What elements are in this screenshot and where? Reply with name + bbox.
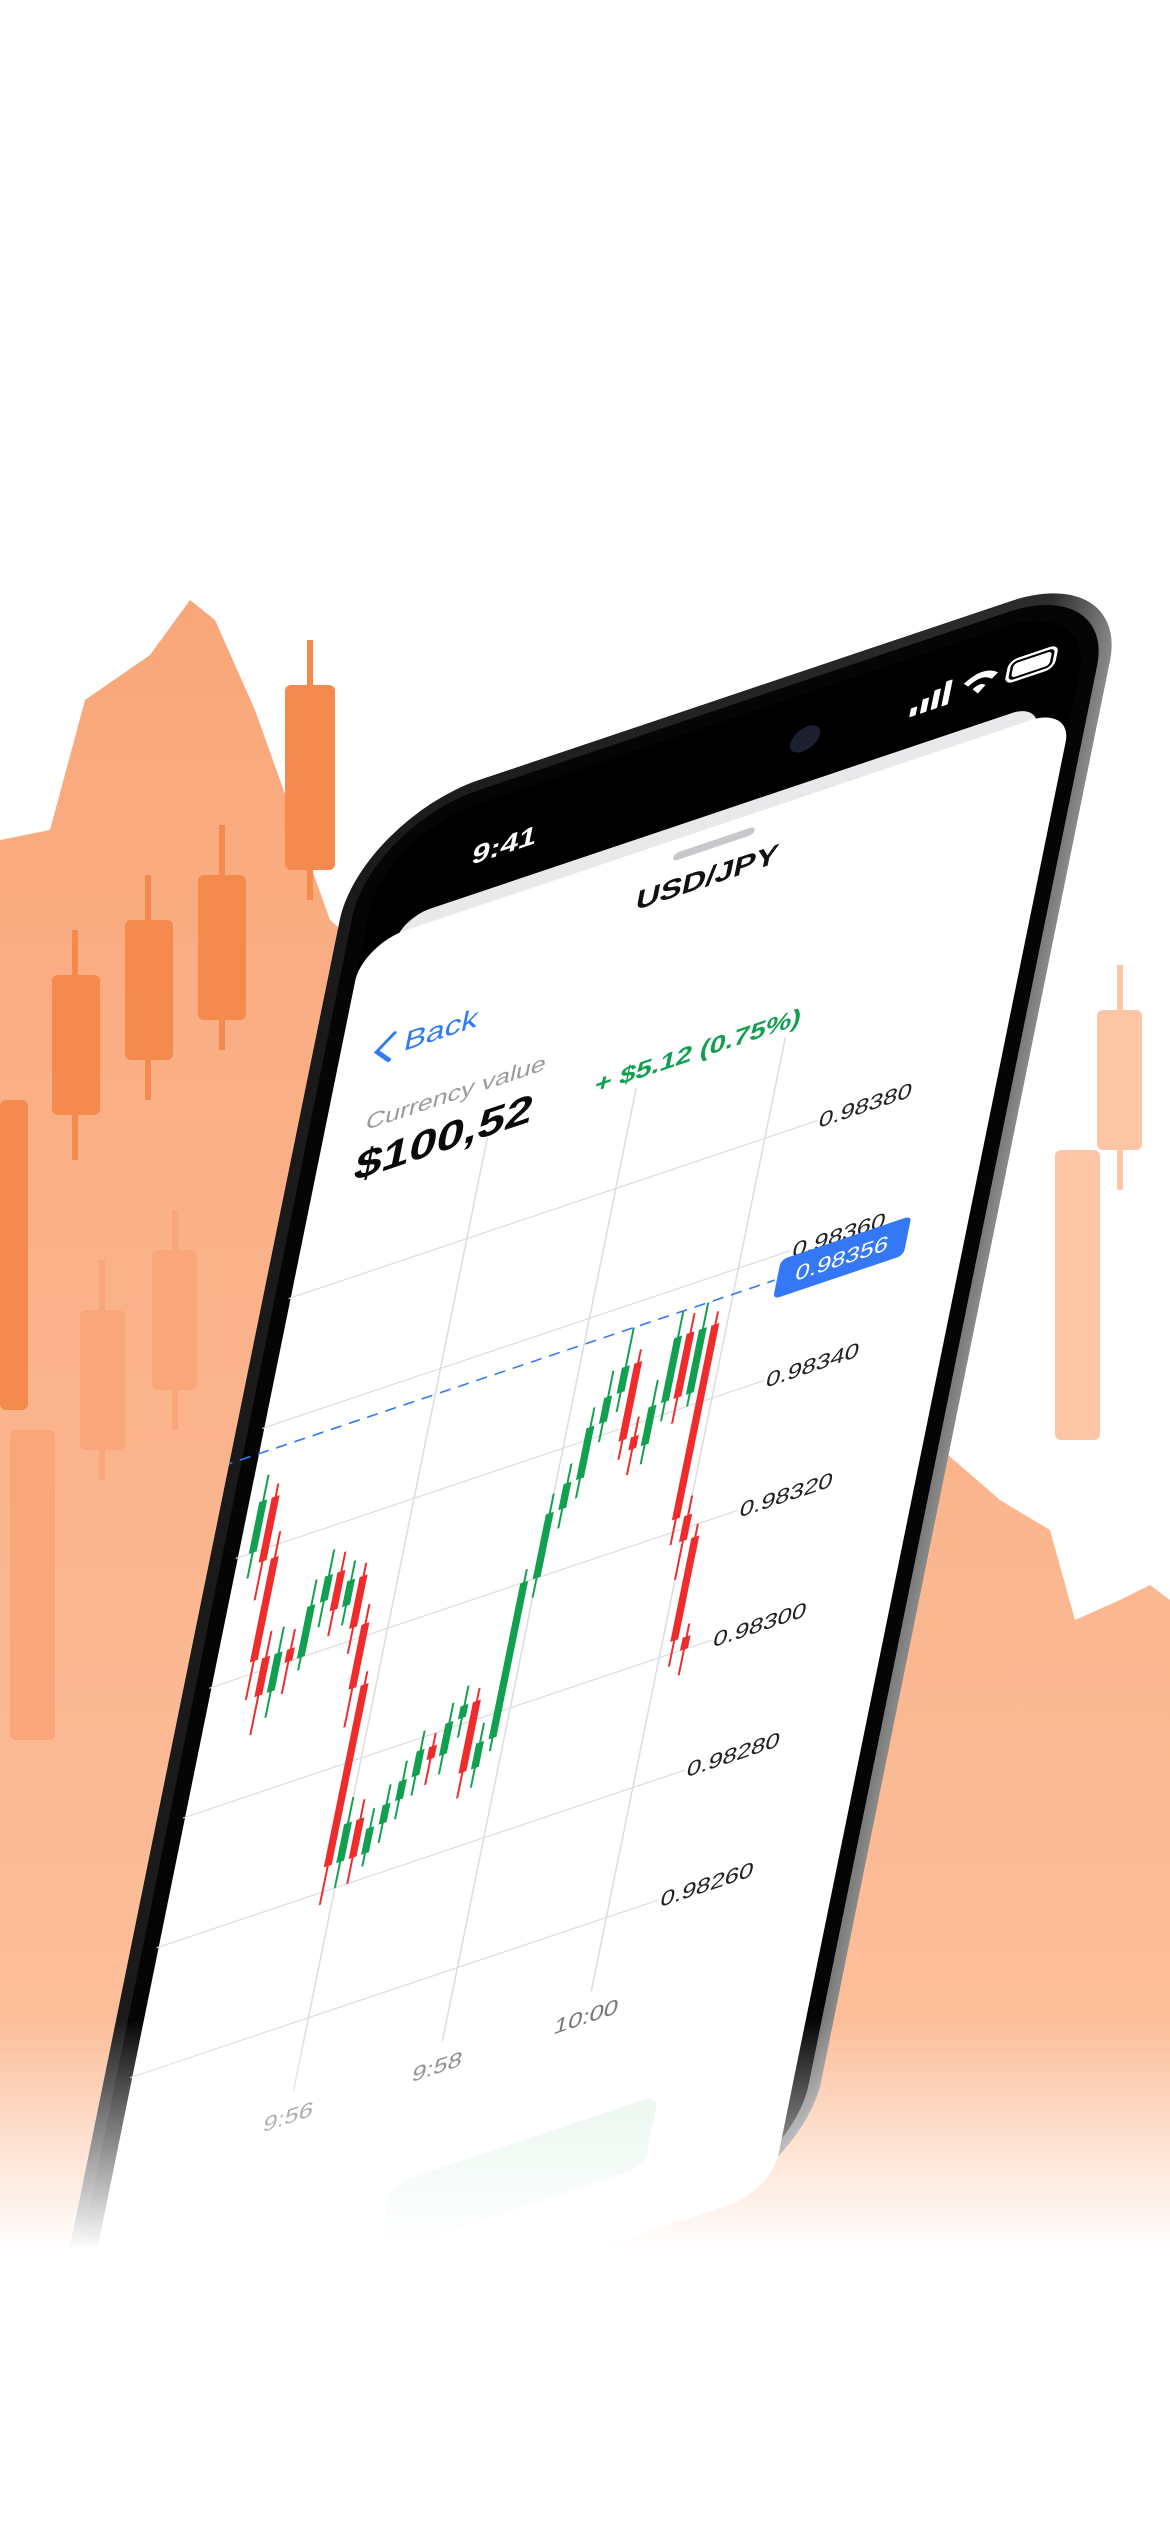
grid-line — [292, 1137, 489, 2092]
candle-body — [670, 1535, 700, 1642]
grid-line — [288, 1120, 818, 1300]
candle-body — [198, 875, 246, 1020]
grid-line — [156, 1769, 686, 1949]
signal-bar — [920, 697, 930, 714]
current-price-line — [203, 1279, 775, 1474]
candle-body — [616, 1365, 630, 1394]
candle-body — [671, 1323, 720, 1521]
background-candles — [0, 640, 1142, 1740]
candle-body — [249, 1555, 279, 1663]
candle-body — [618, 1361, 643, 1442]
status-icons — [909, 646, 1058, 718]
candle-body — [152, 1250, 197, 1390]
candle-body — [640, 1404, 657, 1447]
candle-body — [348, 1817, 365, 1860]
candle-body — [348, 1622, 370, 1690]
candle-body — [438, 1720, 454, 1757]
candle-body — [284, 1647, 295, 1663]
camera — [789, 725, 821, 753]
grabber — [673, 827, 755, 861]
candle-body — [679, 1635, 691, 1651]
phone: 9:41 USD/JPY Back Currency value $100,52… — [49, 593, 1112, 2419]
candle-body — [266, 1651, 283, 1694]
candle-body — [575, 1425, 595, 1481]
grid-line — [235, 1379, 765, 1559]
candle-body — [52, 975, 100, 1115]
candle-body — [660, 1335, 683, 1404]
signal-bar — [930, 688, 941, 710]
battery-level — [1011, 651, 1052, 677]
candle-wick — [424, 1732, 437, 1786]
candle-body — [248, 1499, 268, 1554]
candle-body — [673, 1331, 695, 1399]
candle-body — [1097, 1010, 1142, 1150]
candle-body — [395, 1778, 407, 1802]
candle-body — [360, 1826, 375, 1855]
candle-body — [349, 1574, 368, 1630]
candle-body — [411, 1748, 425, 1778]
candle-body — [323, 1682, 369, 1868]
candle-body — [125, 920, 173, 1060]
candle-body — [458, 1699, 481, 1774]
wifi-icon — [963, 670, 999, 694]
candle-body — [678, 1513, 693, 1543]
candle-body — [10, 1430, 55, 1740]
candle-body — [80, 1310, 125, 1450]
candle-body — [558, 1481, 572, 1511]
grid-line — [262, 1249, 791, 1430]
candle-body — [254, 1655, 271, 1698]
candle-body — [488, 1580, 529, 1740]
signal-bar — [909, 706, 918, 718]
current-price-tag — [773, 1217, 911, 1298]
candle-body — [296, 1604, 316, 1659]
candle-body — [378, 1802, 391, 1825]
back-chevron[interactable] — [373, 1031, 397, 1065]
candle-body — [0, 1100, 28, 1410]
signal-bar — [941, 679, 953, 707]
candle-body — [532, 1511, 554, 1580]
candle-body — [336, 1821, 353, 1864]
candle-body — [457, 1703, 469, 1720]
candle-body — [285, 685, 335, 870]
candle-body — [470, 1740, 485, 1770]
battery-icon — [1005, 646, 1058, 683]
candle-body — [685, 1327, 707, 1395]
candle-body — [319, 1573, 333, 1603]
candle-body — [329, 1569, 346, 1612]
candle-body — [598, 1395, 613, 1425]
candle-body — [1055, 1150, 1100, 1440]
candle-body — [426, 1744, 438, 1761]
candle-body — [341, 1578, 356, 1608]
candle-body — [628, 1434, 639, 1451]
candle-body — [258, 1495, 280, 1563]
